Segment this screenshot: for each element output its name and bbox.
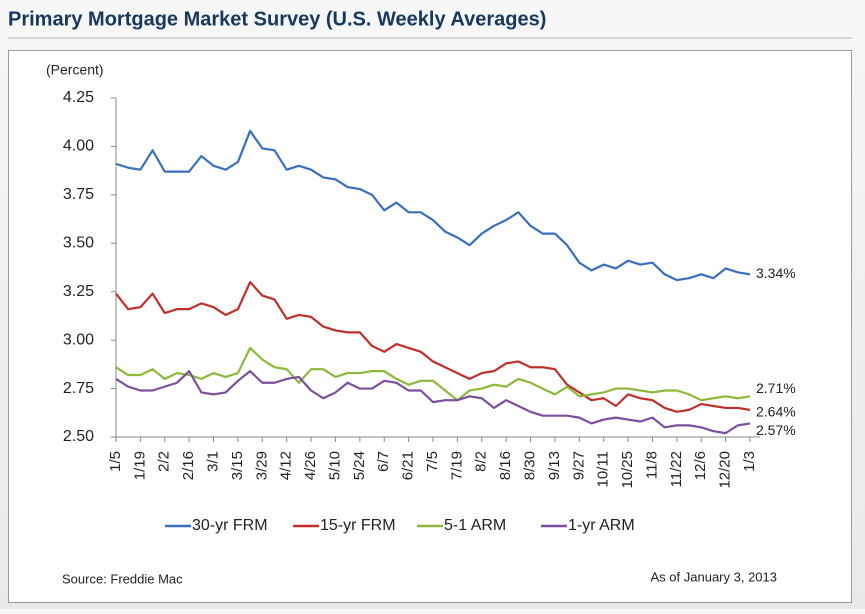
x-tick-label: 6/21 [400,451,417,480]
legend-label: 30-yr FRM [192,517,268,534]
y-tick-label: 2.50 [63,428,94,445]
x-tick-label: 5/24 [351,451,368,480]
y-tick-label: 4.00 [63,138,94,155]
x-tick-label: 10/11 [595,451,612,487]
x-tick-label: 3/29 [253,451,270,480]
end-value-label: 3.34% [756,265,796,281]
x-tick-label: 12/6 [692,451,709,480]
series-line [115,346,751,402]
end-value-label: 2.64% [756,404,796,420]
y-axis-label: (Percent) [46,62,104,78]
x-tick-label: 4/26 [302,451,319,480]
x-tick-label: 9/13 [546,451,563,480]
x-tick-label: 11/8 [643,451,660,479]
x-tick-label: 3/15 [229,451,246,480]
x-tick-label: 8/2 [473,451,490,472]
y-tick-label: 3.50 [63,235,94,252]
legend-label: 15-yr FRM [320,517,396,534]
x-tick-label: 2/16 [180,451,197,480]
x-tick-label: 7/19 [448,451,465,480]
y-tick-label: 2.75 [63,380,94,397]
end-value-label: 2.71% [756,380,796,396]
series-line [115,370,751,435]
source-note: Source: Freddie Mac [62,571,183,586]
as-of-note: As of January 3, 2013 [651,569,777,584]
chart-frame [8,50,852,603]
y-tick-label: 4.25 [63,89,94,106]
x-tick-label: 10/25 [619,451,636,489]
y-tick-label: 3.00 [63,331,94,348]
x-tick-label: 1/3 [741,451,758,472]
x-tick-label: 1/19 [131,451,148,480]
x-tick-label: 3/1 [205,451,222,472]
x-tick-label: 6/7 [375,451,392,472]
series-line [115,129,751,282]
x-tick-label: 7/5 [424,451,441,472]
x-tick-label: 5/10 [326,451,343,480]
x-tick-label: 2/2 [156,451,173,472]
x-tick-label: 4/12 [278,451,295,480]
y-tick-label: 3.25 [63,283,94,300]
x-tick-label: 9/27 [570,451,587,480]
chart-title: Primary Mortgage Market Survey (U.S. Wee… [8,8,546,30]
end-value-label: 2.57% [756,422,796,438]
legend-label: 1-yr ARM [568,517,635,534]
x-tick-label: 8/16 [497,451,514,480]
x-tick-label: 1/5 [107,451,124,472]
legend-label: 5-1 ARM [444,517,506,534]
y-tick-label: 3.75 [63,186,94,203]
x-tick-label: 8/30 [522,451,539,480]
series-line [115,280,751,413]
x-tick-label: 12/20 [717,451,734,489]
x-tick-label: 11/22 [668,451,685,487]
